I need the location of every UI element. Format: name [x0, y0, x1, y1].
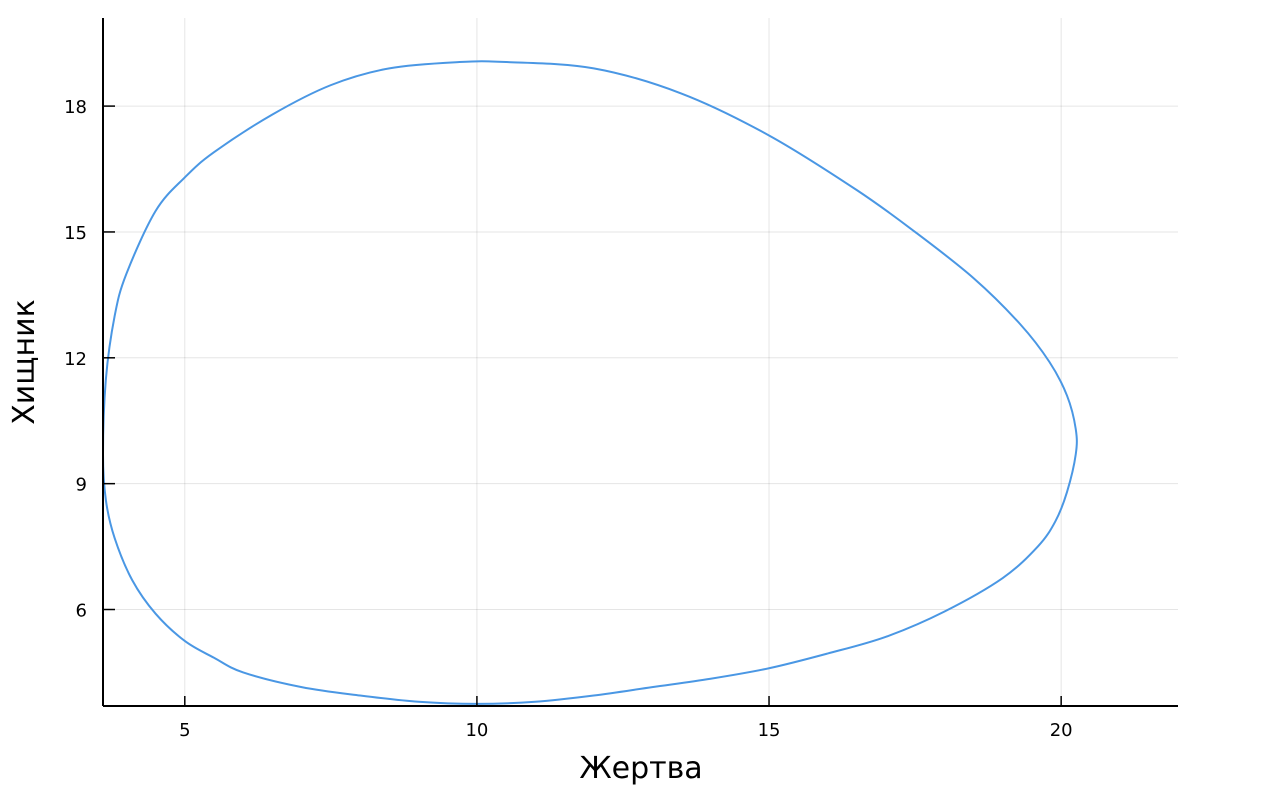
y-tick-label: 6 [76, 601, 87, 622]
axes [102, 18, 1178, 707]
y-tick-label: 12 [64, 349, 87, 370]
x-tick-label: 5 [179, 720, 190, 741]
grid-lines [103, 18, 1178, 706]
y-tick-label: 18 [64, 97, 87, 118]
y-tick-group: 6 9 12 15 18 [64, 97, 115, 622]
x-axis-label: Жертва [579, 751, 702, 786]
x-tick-label: 15 [758, 720, 781, 741]
x-tick-label: 10 [465, 720, 488, 741]
series-layer [101, 60, 1078, 705]
predator-prey-trajectory [101, 60, 1078, 705]
y-tick-label: 9 [76, 475, 87, 496]
y-axis-label: Хищник [7, 299, 42, 425]
x-tick-label: 20 [1050, 720, 1073, 741]
y-tick-label: 15 [64, 223, 87, 244]
x-tick-group: 5 10 15 20 [179, 696, 1073, 741]
